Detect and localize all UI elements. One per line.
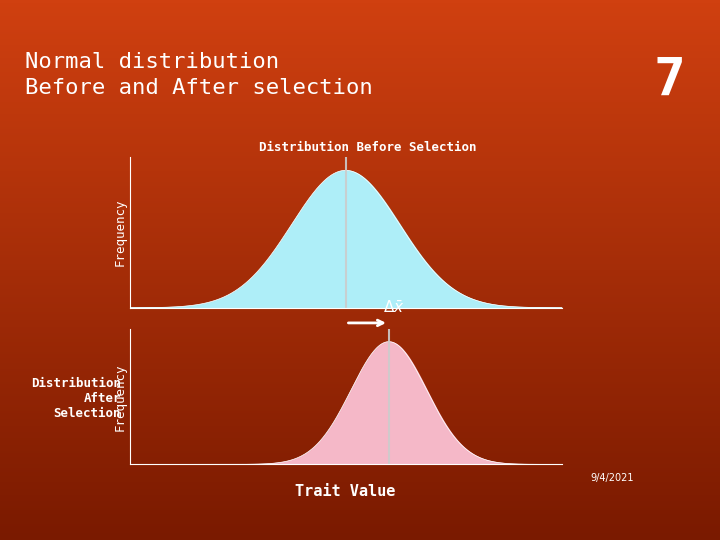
Text: $\Delta\bar{x}$: $\Delta\bar{x}$ [384, 300, 405, 316]
Text: Distribution Before Selection: Distribution Before Selection [259, 140, 477, 153]
Y-axis label: Frequency: Frequency [114, 363, 127, 431]
Text: 9/4/2021: 9/4/2021 [590, 473, 634, 483]
Text: Normal distribution
Before and After selection: Normal distribution Before and After sel… [24, 52, 372, 98]
Text: 7: 7 [654, 55, 685, 107]
Text: Distribution
After
Selection: Distribution After Selection [31, 377, 121, 420]
Y-axis label: Frequency: Frequency [114, 199, 127, 266]
Text: Trait Value: Trait Value [295, 484, 396, 499]
